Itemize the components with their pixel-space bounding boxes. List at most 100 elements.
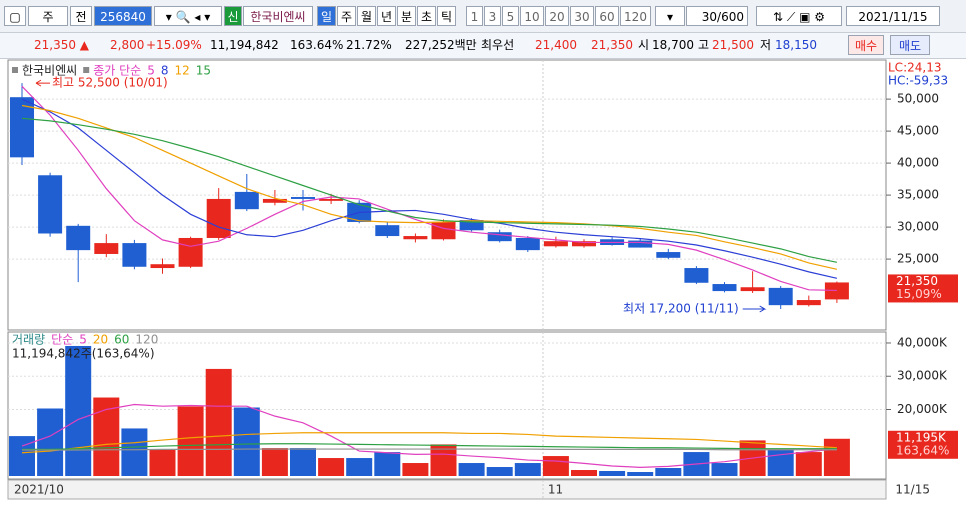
interval-button[interactable]: 60	[595, 6, 619, 26]
interval-button[interactable]: 3	[484, 6, 501, 26]
ma-line	[22, 443, 837, 450]
indicator-label: HC:-59,33	[888, 74, 948, 88]
legend-entry: 거래량	[12, 333, 45, 347]
period-button[interactable]: 일	[317, 6, 336, 26]
interval-button[interactable]: 10	[520, 6, 544, 26]
tool-icons[interactable]: ⇅ ⟋ ▣ ⚙	[756, 6, 842, 26]
interval-button[interactable]: 5	[502, 6, 519, 26]
search-buttons[interactable]: ▾ 🔍 ◂ ▾	[154, 6, 222, 26]
volume: 11,194,842	[210, 38, 279, 52]
volume-bar	[655, 468, 682, 476]
candle-body	[487, 232, 512, 242]
buy-button[interactable]: 매수	[848, 35, 884, 55]
candle-body	[122, 243, 147, 267]
candle-body	[94, 243, 119, 254]
low-label: 저	[760, 38, 772, 52]
y-tick-label: 45,000	[897, 124, 939, 138]
interval-button[interactable]: 30	[570, 6, 594, 26]
period-button[interactable]: 분	[397, 6, 416, 26]
count: 30/600	[686, 6, 748, 26]
volume-bar	[599, 471, 626, 476]
volume-bar	[346, 458, 373, 476]
legend-label: 종가 단순	[93, 64, 141, 78]
candle-body	[10, 97, 34, 158]
x-tick-label: 11	[548, 483, 563, 497]
volume-bar	[571, 470, 597, 476]
legend-entry: 12	[174, 64, 189, 78]
ma-line	[21, 85, 837, 292]
annotation-arrow	[35, 79, 50, 87]
sell-button[interactable]: 매도	[890, 35, 930, 55]
last-value-box	[888, 430, 958, 459]
candle-body	[38, 175, 63, 234]
legend-entry: 120	[135, 333, 158, 347]
ma-line	[21, 432, 837, 454]
annotation: 최저 17,200 (11/11)	[623, 302, 739, 316]
candle-body	[66, 225, 91, 251]
volume-bar	[795, 452, 822, 476]
candle-body	[459, 220, 484, 231]
info-bar: 21,350 ▲ 2,800 +15.09% 11,194,842 163.64…	[0, 33, 966, 59]
period-button[interactable]: 주	[337, 6, 356, 26]
last-value: 21,350	[896, 274, 938, 288]
ma-line	[22, 448, 837, 451]
interval-button[interactable]: 120	[620, 6, 651, 26]
market-cap: 227,252백만	[405, 38, 477, 52]
candle-body	[178, 237, 203, 267]
high: 21,500	[712, 38, 754, 52]
volume-bar	[290, 448, 316, 476]
change-pct: +15.09%	[146, 38, 202, 52]
last-change: 163,64%	[896, 443, 949, 457]
volume-bar	[402, 463, 429, 476]
last-value: 11,195K	[896, 430, 947, 444]
ma-line	[21, 98, 838, 279]
price: 21,350 ▲	[34, 38, 90, 52]
candle-body	[319, 198, 344, 201]
candle-body	[431, 221, 456, 240]
legend-entry: 15	[196, 64, 211, 78]
toolbar: ▢ 주 전 256840 ▾ 🔍 ◂ ▾ 신 한국비엔씨 ▾ 30/600 ⇅ …	[0, 0, 966, 33]
candle-body	[684, 268, 709, 283]
volume-header: 11,194,842주(163,64%)	[12, 347, 155, 361]
volume-bar	[205, 368, 232, 476]
legend-swatch	[83, 67, 90, 73]
best-label: 최우선	[481, 38, 515, 52]
menu-icon[interactable]: ▢	[4, 6, 26, 26]
date-input[interactable]: 2021/11/15	[846, 6, 940, 26]
legend-entry: 20	[93, 333, 108, 347]
candle-body	[375, 225, 400, 237]
volume-bar	[767, 449, 794, 476]
change: 2,800	[110, 38, 145, 52]
legend-entry: 한국비엔씨	[22, 64, 77, 78]
volume-bar	[711, 463, 738, 476]
period-button[interactable]: 년	[377, 6, 396, 26]
period-select[interactable]: 주	[28, 6, 68, 26]
candle-body	[262, 198, 287, 203]
period-button[interactable]: 초	[417, 6, 436, 26]
x-tick-label: 11/15	[895, 483, 930, 497]
prefix[interactable]: 전	[70, 6, 92, 26]
interval-button[interactable]: 20	[545, 6, 569, 26]
bid: 21,350	[591, 38, 633, 52]
candle-body	[291, 197, 315, 199]
legend-entry: 8	[161, 64, 169, 78]
y-tick-label: 40,000K	[897, 335, 948, 349]
period-button[interactable]: 틱	[437, 6, 456, 26]
candle-body	[150, 264, 175, 269]
candle-body	[656, 252, 681, 258]
open-label: 시	[638, 38, 650, 52]
period-button[interactable]: 월	[357, 6, 376, 26]
y-tick-label: 35,000	[897, 188, 939, 202]
ma-line	[21, 117, 838, 263]
indicator-label: LC:24,13	[888, 61, 941, 75]
code-input[interactable]: 256840	[94, 6, 152, 26]
interval-button[interactable]: 1	[466, 6, 483, 26]
x-tick-label: 2021/10	[14, 483, 64, 497]
candle-body	[543, 241, 568, 247]
legend-swatch	[12, 67, 18, 73]
low: 18,150	[775, 38, 817, 52]
volume-bar	[37, 408, 64, 476]
last-change: 15,09%	[896, 287, 942, 301]
dropdown[interactable]: ▾	[655, 6, 685, 26]
